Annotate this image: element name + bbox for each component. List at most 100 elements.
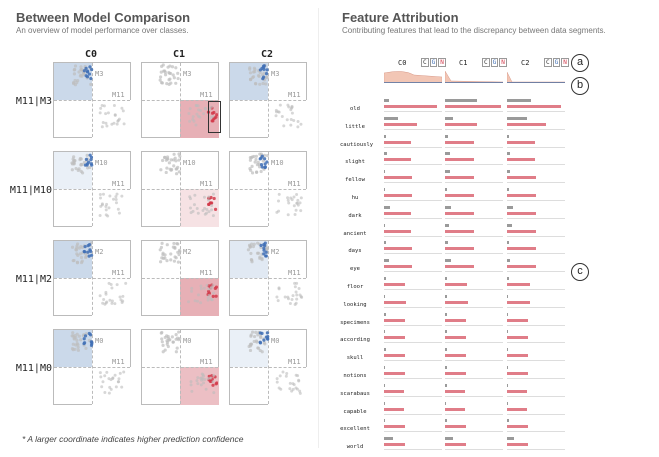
scatter-point [174,337,178,341]
cgn-option[interactable]: G [490,58,499,67]
cgn-option[interactable]: N [499,58,507,67]
highlight-point [82,69,86,73]
row-baseline [384,146,442,148]
feature-name[interactable]: cautiously [340,141,374,148]
scatter-point [297,286,301,290]
scatter-point [190,389,194,393]
scatter-point [259,169,263,174]
scatter-point [116,118,120,122]
scatter-point [196,104,200,108]
scatter-point [262,71,266,75]
cgn-option[interactable]: C [544,58,552,67]
scatter-cell[interactable]: M10 M11 [229,151,307,227]
horizontal-divider [142,278,218,279]
red-attribution-bar [445,407,466,411]
feature-name[interactable]: ancient [343,230,367,237]
scatter-cell[interactable]: M2 M11 [53,240,131,316]
feature-name[interactable]: excellent [340,426,370,433]
scatter-point [117,377,121,381]
row-baseline [507,378,565,379]
highlight-point [263,157,267,161]
scatter-point [124,281,128,285]
red-attribution-bar [445,354,467,358]
highlight-point [258,341,263,345]
highlight-point [86,69,90,73]
feature-name[interactable]: old [350,106,360,112]
cgn-option[interactable]: C [421,58,429,67]
scatter-point [70,162,75,166]
feature-name[interactable]: scarabaus [340,390,370,397]
feature-name[interactable]: according [340,337,370,344]
scatter-cell[interactable]: M0 M11 [141,329,219,405]
grey-attribution-bar [384,259,389,263]
scatter-point [158,248,162,252]
scatter-point [205,283,209,287]
scatter-point [114,201,118,205]
scatter-point [195,206,199,210]
cgn-option[interactable]: N [561,58,569,67]
right-panel-title: Feature Attribution [342,10,459,25]
cgn-option[interactable]: C [482,58,490,67]
scatter-cell[interactable]: M3 M11 [141,62,221,138]
feature-name[interactable]: capable [343,408,367,415]
feature-name[interactable]: looking [343,301,367,308]
grey-attribution-bar [384,366,386,369]
scatter-cell[interactable]: M0 M11 [229,329,307,405]
scatter-cell[interactable]: M10 M11 [141,151,219,227]
feature-name[interactable]: notions [343,373,367,379]
scatter-cell[interactable]: M0 M11 [53,329,131,405]
scatter-point [277,287,281,291]
cgn-option[interactable]: G [552,58,561,67]
cgn-option[interactable]: N [438,58,446,67]
scatter-point [165,334,169,338]
scatter-cell[interactable]: M10 M11 [53,151,131,227]
scatter-point [199,383,203,387]
horizontal-divider [54,100,130,101]
scatter-point [248,167,252,171]
feature-name[interactable]: skull [346,355,364,362]
scatter-point [251,75,256,79]
cgn-option[interactable]: G [429,58,438,67]
scatter-point [262,341,266,345]
scatter-point [79,169,83,173]
scatter-point [70,245,75,249]
scatter-cell[interactable]: M2 M11 [141,240,219,316]
highlight-point [260,165,264,169]
feature-name[interactable]: little [345,123,365,130]
highlight-point [83,163,87,167]
highlight-point [84,74,88,78]
feature-name[interactable]: world [346,444,364,451]
scatter-point [189,197,193,201]
feature-name[interactable]: slight [345,159,365,166]
scatter-point [286,198,290,202]
feature-name[interactable]: hu [351,195,359,201]
scatter-point [288,387,292,391]
row-baseline [384,449,442,451]
scatter-cell[interactable]: M2 M11 [229,240,307,316]
red-attribution-bar [507,300,530,304]
scatter-point [298,201,302,205]
scatter-point [291,387,295,391]
row-baseline [445,128,503,130]
scatter-cell[interactable]: M3 M11 [53,62,131,138]
scatter-point [73,67,77,72]
feature-name[interactable]: days [348,248,362,255]
feature-name[interactable]: fellow [345,177,365,184]
grey-attribution-bar [384,116,398,120]
scatter-point [197,108,201,112]
scatter-cell[interactable]: M3 M11 [229,62,307,138]
top-model-label: M3 [95,70,104,78]
scatter-point [119,298,123,302]
row-baseline [384,413,442,415]
feature-name[interactable]: dark [348,212,362,219]
feature-name[interactable]: specimens [340,319,370,326]
feature-name[interactable]: eye [350,266,360,273]
feature-name[interactable]: floor [346,284,364,290]
distribution-curve [507,69,565,83]
scatter-point [206,377,210,381]
scatter-point [98,371,102,375]
selection-box[interactable] [208,101,221,133]
